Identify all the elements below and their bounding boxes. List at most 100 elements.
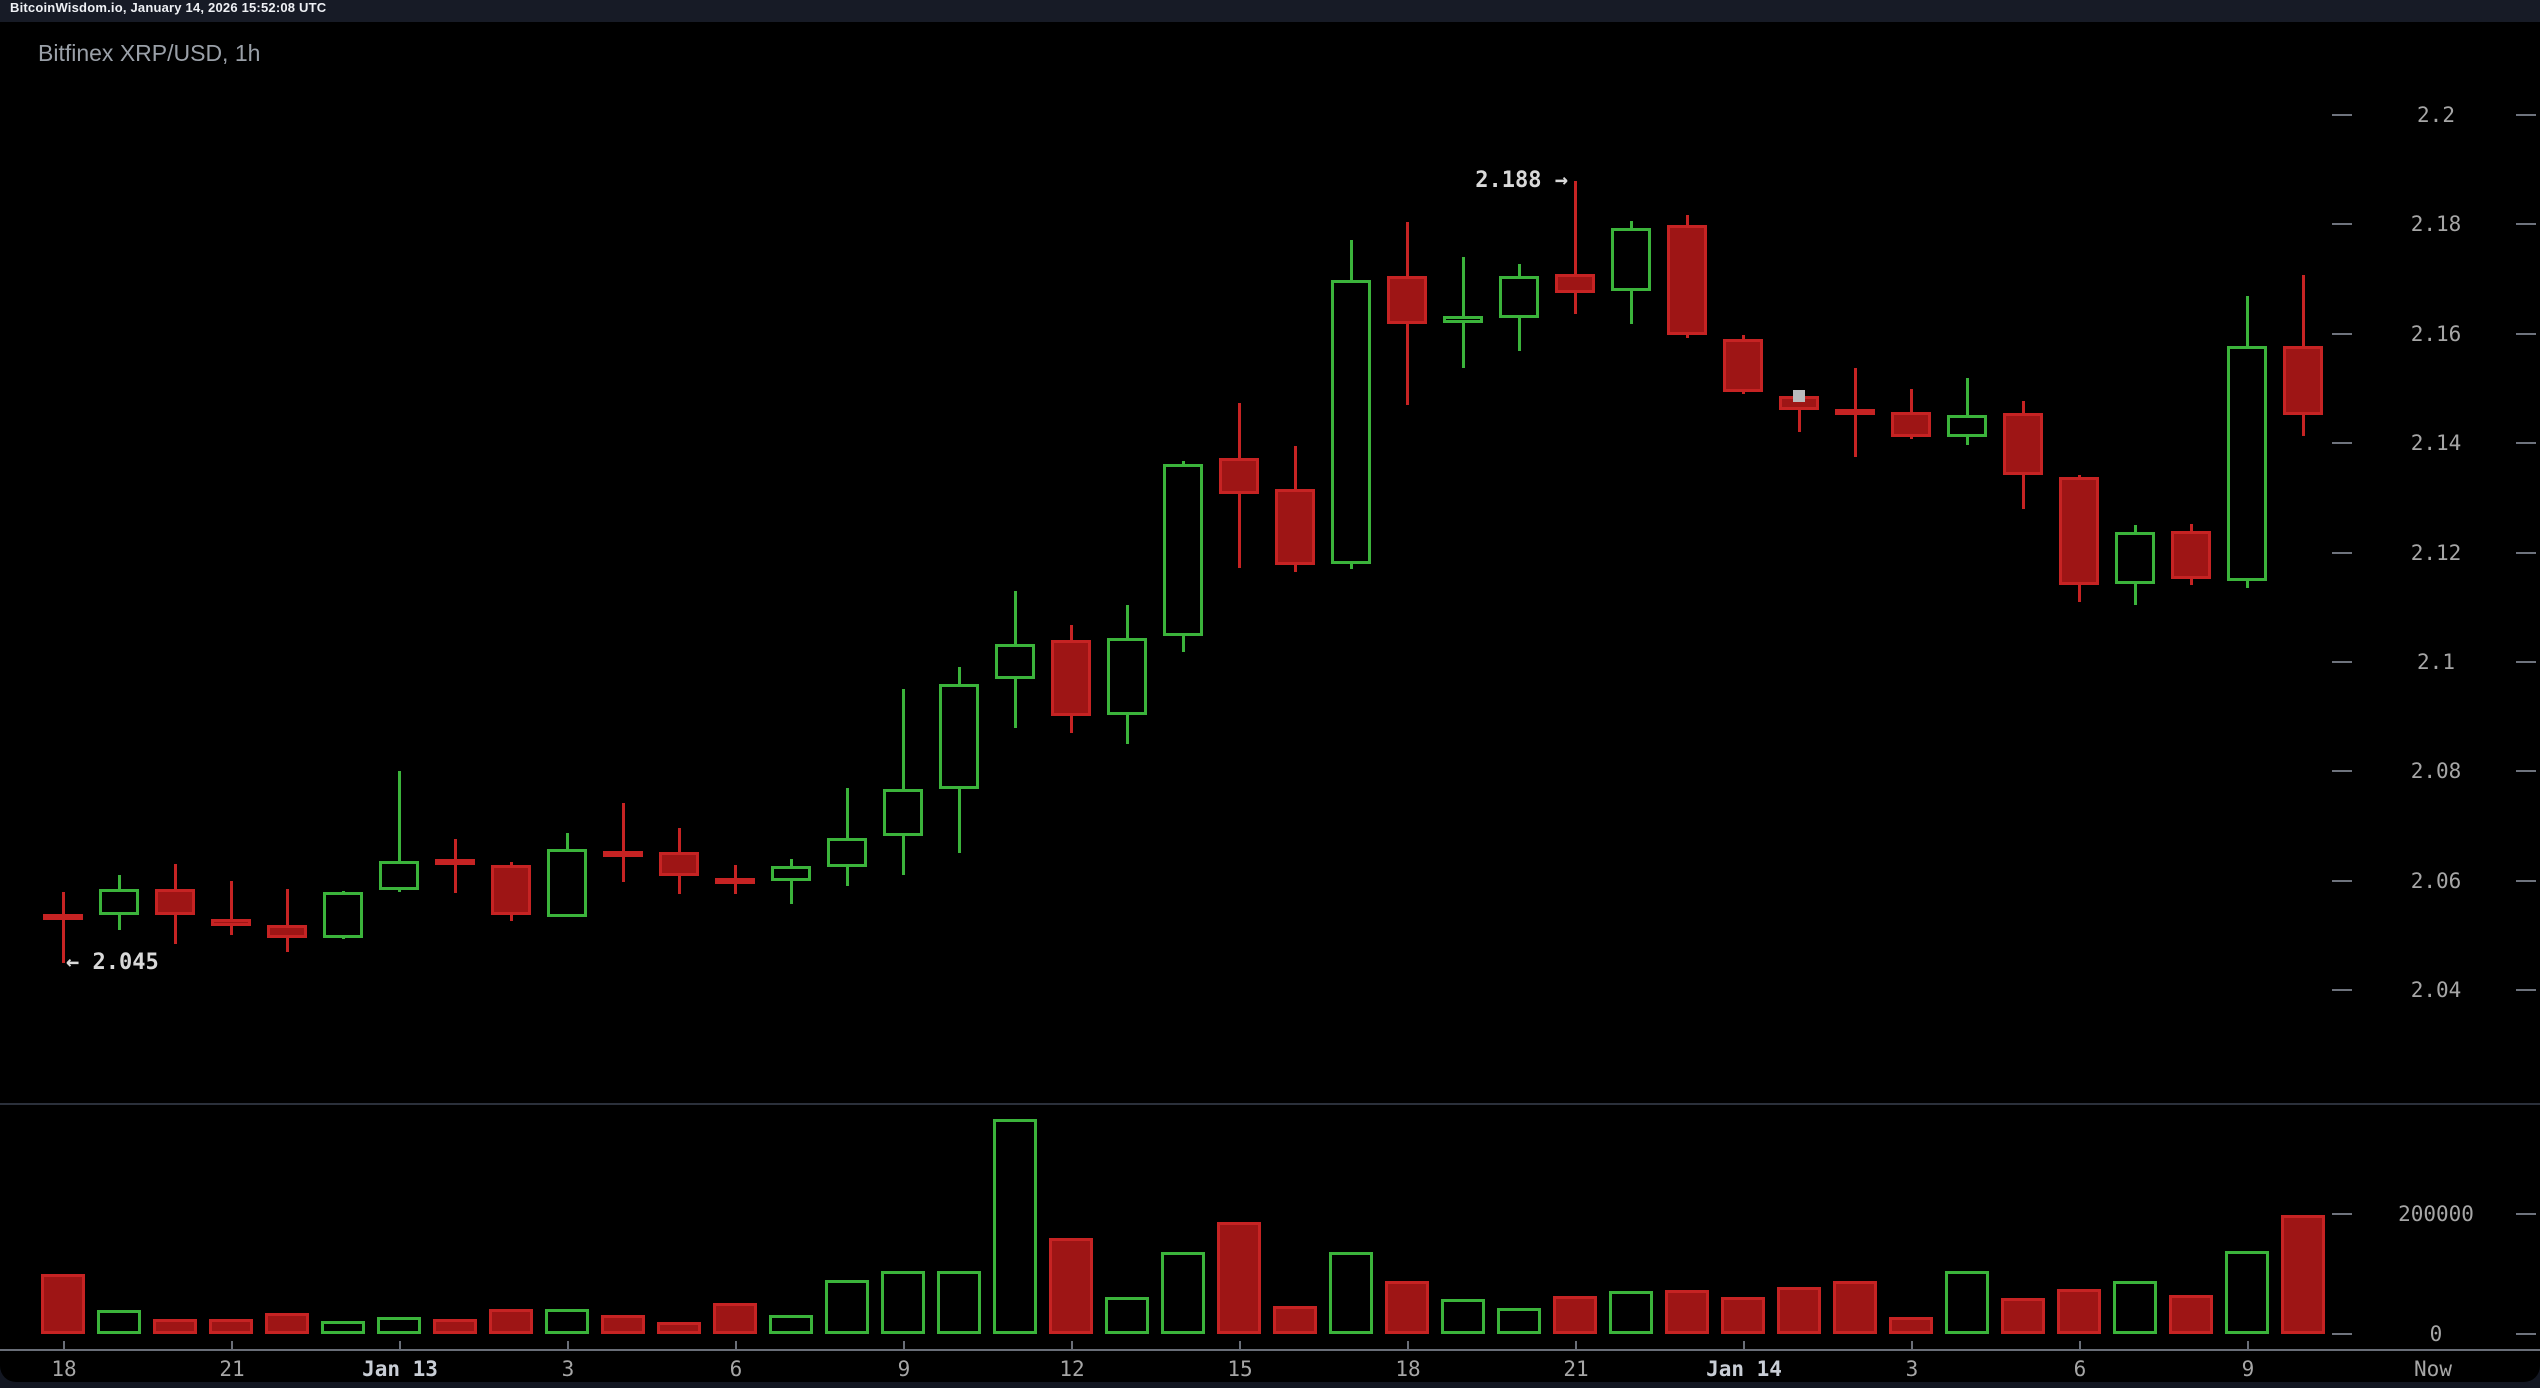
time-tick-label: 12	[1059, 1357, 1085, 1381]
volume-bar	[1273, 1305, 1317, 1334]
candle-wick	[846, 787, 849, 887]
candle-wick	[1798, 392, 1801, 433]
candle-body	[995, 644, 1035, 680]
candle-body	[2171, 531, 2211, 579]
time-tick-mark	[735, 1341, 737, 1349]
volume-bar	[1049, 1238, 1093, 1334]
volume-bar	[1945, 1271, 1989, 1334]
price-tick-dash-right	[2516, 770, 2536, 773]
volume-bar	[2113, 1280, 2157, 1334]
time-tick-label: 18	[1395, 1357, 1421, 1381]
price-tick-dash-left	[2332, 770, 2352, 773]
time-tick-mark	[1575, 1341, 1577, 1349]
candle-body	[1387, 275, 1427, 325]
volume-bar	[937, 1271, 981, 1334]
candle-body	[1947, 415, 1987, 438]
candle-body	[1611, 227, 1651, 291]
time-tick-label: 18	[51, 1357, 77, 1381]
candle-body	[1275, 489, 1315, 565]
candle-body	[155, 889, 195, 916]
volume-bar	[881, 1271, 925, 1334]
candle-body	[435, 858, 475, 865]
candle-wick	[1462, 256, 1465, 369]
price-tick-label: 2.2	[2417, 103, 2455, 127]
candle-wick	[230, 880, 233, 936]
time-tick-label: 9	[2241, 1357, 2255, 1381]
volume-tick-label: 200000	[2398, 1202, 2474, 1226]
candle-body	[883, 789, 923, 837]
volume-tick-label: 0	[2429, 1322, 2443, 1346]
candle-body	[267, 924, 307, 938]
volume-bar	[601, 1315, 645, 1334]
price-tick-dash-left	[2332, 332, 2352, 335]
time-tick-label: 21	[219, 1357, 245, 1381]
price-tick-label: 2.14	[2410, 431, 2462, 456]
volume-bar	[1441, 1299, 1485, 1334]
time-tick-label: Jan 14	[1706, 1357, 1782, 1381]
candle-body	[2227, 346, 2267, 582]
time-tick-mark	[1407, 1341, 1409, 1349]
volume-bar	[1105, 1297, 1149, 1334]
price-tick-label: 2.12	[2410, 540, 2462, 565]
candle-body	[2003, 413, 2043, 475]
candle-body	[1331, 279, 1371, 564]
candle-wick	[454, 839, 457, 894]
time-tick-mark	[903, 1341, 905, 1349]
time-tick-label: 3	[1905, 1357, 1919, 1381]
volume-bar	[97, 1310, 141, 1334]
volume-bar	[1665, 1290, 1709, 1334]
candle-body	[1163, 463, 1203, 636]
price-tick-dash-right	[2516, 442, 2536, 445]
time-tick-mark	[1743, 1341, 1745, 1349]
time-tick-label: 21	[1563, 1357, 1589, 1381]
candle-body	[1443, 316, 1483, 323]
chart-background	[0, 22, 2540, 1382]
candle-body	[43, 913, 83, 920]
time-tick-label: 3	[561, 1357, 575, 1381]
volume-bar	[657, 1322, 701, 1334]
price-tick-dash-right	[2516, 879, 2536, 882]
volume-bar	[769, 1315, 813, 1334]
price-tick-dash-left	[2332, 223, 2352, 226]
volume-tick-dash-right	[2516, 1213, 2536, 1215]
candle-wick	[398, 771, 401, 892]
volume-bar	[321, 1321, 365, 1334]
time-tick-label: 9	[897, 1357, 911, 1381]
price-tick-dash-left	[2332, 442, 2352, 445]
price-tick-label: 2.16	[2410, 321, 2462, 346]
price-tick-label: 2.04	[2410, 978, 2462, 1003]
price-tick-label: 2.1	[2417, 650, 2455, 674]
time-tick-mark	[399, 1341, 401, 1349]
time-tick-mark	[2247, 1341, 2249, 1349]
price-tick-dash-left	[2332, 989, 2352, 992]
volume-bar	[1721, 1296, 1765, 1334]
price-tick-dash-right	[2516, 551, 2536, 554]
marked-high-annotation: 2.188 →	[1428, 167, 1568, 194]
candle-body	[603, 850, 643, 857]
candle-body	[659, 851, 699, 876]
candle-body	[1219, 457, 1259, 495]
candle-body	[2283, 346, 2323, 416]
volume-bar	[993, 1119, 1037, 1334]
status-bar: BitcoinWisdom.io, January 14, 2026 15:52…	[0, 0, 2540, 22]
volume-bar	[1329, 1252, 1373, 1334]
time-now-label: Now	[2414, 1357, 2452, 1381]
time-tick-mark	[1239, 1341, 1241, 1349]
volume-bar	[713, 1302, 757, 1334]
candle-wick	[902, 689, 905, 876]
pane-separator	[0, 1103, 2540, 1105]
candle-body	[771, 866, 811, 881]
time-tick-mark	[567, 1341, 569, 1349]
time-tick-mark	[1071, 1341, 1073, 1349]
candle-body	[379, 860, 419, 891]
time-tick-label: 6	[2073, 1357, 2087, 1381]
price-tick-label: 2.06	[2410, 868, 2462, 893]
price-tick-dash-right	[2516, 661, 2536, 663]
price-tick-dash-right	[2516, 223, 2536, 226]
volume-tick-dash-left	[2332, 1213, 2352, 1215]
price-tick-dash-left	[2332, 879, 2352, 882]
time-tick-label: 15	[1227, 1357, 1253, 1381]
